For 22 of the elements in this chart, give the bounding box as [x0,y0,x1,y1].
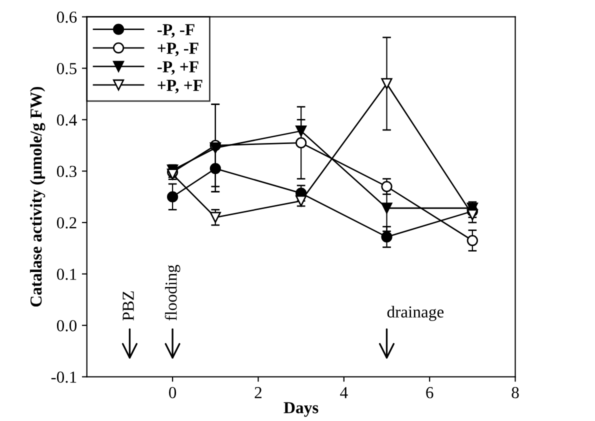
y-tick-label: 0.4 [56,114,77,126]
y-axis-title: Catalase activity (µmole/g FW) [30,86,46,307]
y-tick-label: 0.2 [56,217,76,229]
legend-label: +P, -F [158,42,198,56]
y-tick-label: 0.1 [56,268,76,280]
y-tick-label: 0.0 [56,320,77,332]
legend-label: +P, +F [158,80,202,94]
y-tick-label: -0.1 [51,371,76,383]
x-tick-label: 6 [426,387,434,398]
y-tick-label: 0.5 [56,62,76,74]
x-tick-label: 0 [169,387,176,398]
y-tick-label: 0.6 [56,12,77,23]
legend-label: -P, -F [157,24,194,38]
annotation: PBZ [122,291,134,321]
x-tick-label: 8 [512,387,519,398]
annotation: flooding [164,264,180,320]
legend-label: -P, +F [157,61,198,75]
x-tick-label: 4 [340,387,348,398]
x-tick-label: 2 [254,387,262,398]
y-tick-label: 0.3 [56,166,76,178]
x-axis-title: Days [284,402,318,417]
annotation: drainage [387,306,444,321]
